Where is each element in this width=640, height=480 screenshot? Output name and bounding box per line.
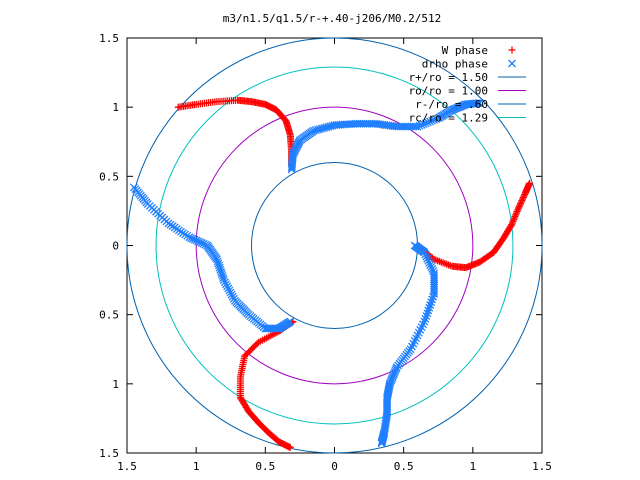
data-point	[512, 211, 520, 219]
data-point	[377, 439, 386, 448]
y-tick-label: 1.5	[99, 447, 119, 460]
data-point	[426, 301, 435, 309]
markers-layer	[129, 96, 534, 451]
data-point	[423, 254, 432, 263]
y-tick-label: 0	[112, 240, 119, 253]
data-point	[427, 262, 436, 271]
data-point	[428, 265, 437, 273]
data-point	[425, 117, 434, 126]
data-point	[430, 289, 439, 298]
data-point	[424, 256, 433, 265]
data-point	[415, 121, 424, 130]
data-point	[422, 252, 431, 261]
data-point	[519, 193, 527, 201]
data-point	[413, 122, 422, 131]
data-point	[421, 119, 430, 128]
legend-marker	[508, 59, 516, 68]
data-point	[511, 212, 519, 220]
data-point	[228, 292, 237, 301]
data-point	[421, 314, 430, 323]
legend-label: r-/ro = .60	[415, 98, 488, 111]
data-point	[512, 209, 520, 217]
y-tick-label: 1	[112, 378, 119, 391]
legend-label: ro/ro = 1.00	[409, 85, 488, 98]
data-point	[516, 201, 524, 209]
data-point	[419, 120, 428, 129]
data-point	[224, 284, 233, 293]
legend-label: rc/ro = 1.29	[409, 112, 488, 125]
data-point	[428, 295, 437, 304]
data-point	[225, 286, 234, 295]
x-tick-label: 1	[470, 460, 477, 473]
data-point	[420, 248, 429, 257]
data-point	[475, 99, 484, 107]
legend-label: W phase	[442, 44, 488, 57]
y-tick-label: 0.5	[99, 170, 119, 183]
ticks-layer: 1.5 1 0.5 0 0.5 1 1.51.510.500.511.5	[99, 32, 552, 473]
data-point	[425, 303, 434, 312]
y-tick-label: 0.5	[99, 309, 119, 322]
reference-circle-1	[195, 106, 474, 385]
data-point	[519, 195, 527, 203]
data-point	[518, 197, 526, 205]
y-tick-label: 1.5	[99, 32, 119, 45]
data-point	[507, 222, 515, 230]
data-point	[288, 151, 297, 160]
legend-label: r+/ro = 1.50	[409, 71, 488, 84]
x-tick-label: 1.5	[532, 460, 552, 473]
data-point	[424, 306, 433, 315]
data-point	[222, 280, 231, 289]
data-point	[286, 443, 294, 451]
data-point	[220, 278, 229, 287]
data-point	[517, 198, 525, 206]
data-point	[515, 203, 523, 211]
chart-title: m3/n1.5/q1.5/r-+.40-j206/M0.2/512	[223, 12, 442, 25]
data-point	[425, 258, 434, 267]
y-tick-label: 1	[112, 101, 119, 114]
data-point	[508, 221, 516, 229]
data-point	[427, 298, 436, 307]
data-point	[474, 99, 483, 108]
data-point	[430, 115, 439, 124]
data-point	[227, 290, 236, 299]
data-point	[509, 217, 517, 225]
data-point	[514, 206, 522, 214]
x-tick-label: 1	[193, 460, 200, 473]
data-point	[423, 309, 432, 318]
data-point	[517, 200, 525, 208]
data-point	[423, 118, 432, 127]
data-point	[426, 260, 435, 269]
data-point	[226, 288, 235, 297]
x-tick-label: 0	[331, 460, 338, 473]
x-tick-label: 0.5	[255, 460, 275, 473]
data-point	[219, 276, 228, 285]
data-point	[520, 192, 528, 200]
data-point	[422, 312, 431, 321]
legend-marker	[508, 46, 516, 54]
data-point	[526, 179, 534, 187]
data-point	[229, 294, 238, 303]
data-point	[223, 282, 232, 291]
data-point	[219, 274, 228, 282]
data-point	[513, 207, 521, 215]
data-point	[421, 250, 430, 259]
data-point	[510, 214, 518, 222]
data-point	[473, 99, 481, 108]
data-point	[510, 216, 518, 224]
data-point	[286, 317, 295, 326]
data-point	[508, 219, 516, 227]
reference-circle-2	[251, 162, 418, 329]
legend-label: drho phase	[422, 58, 488, 71]
data-point	[417, 120, 426, 129]
x-tick-label: 1.5	[117, 460, 137, 473]
reference-circle-3	[155, 66, 514, 425]
data-point	[514, 204, 522, 212]
data-point	[428, 116, 436, 125]
data-point	[429, 292, 438, 301]
x-tick-label: 0.5	[394, 460, 414, 473]
